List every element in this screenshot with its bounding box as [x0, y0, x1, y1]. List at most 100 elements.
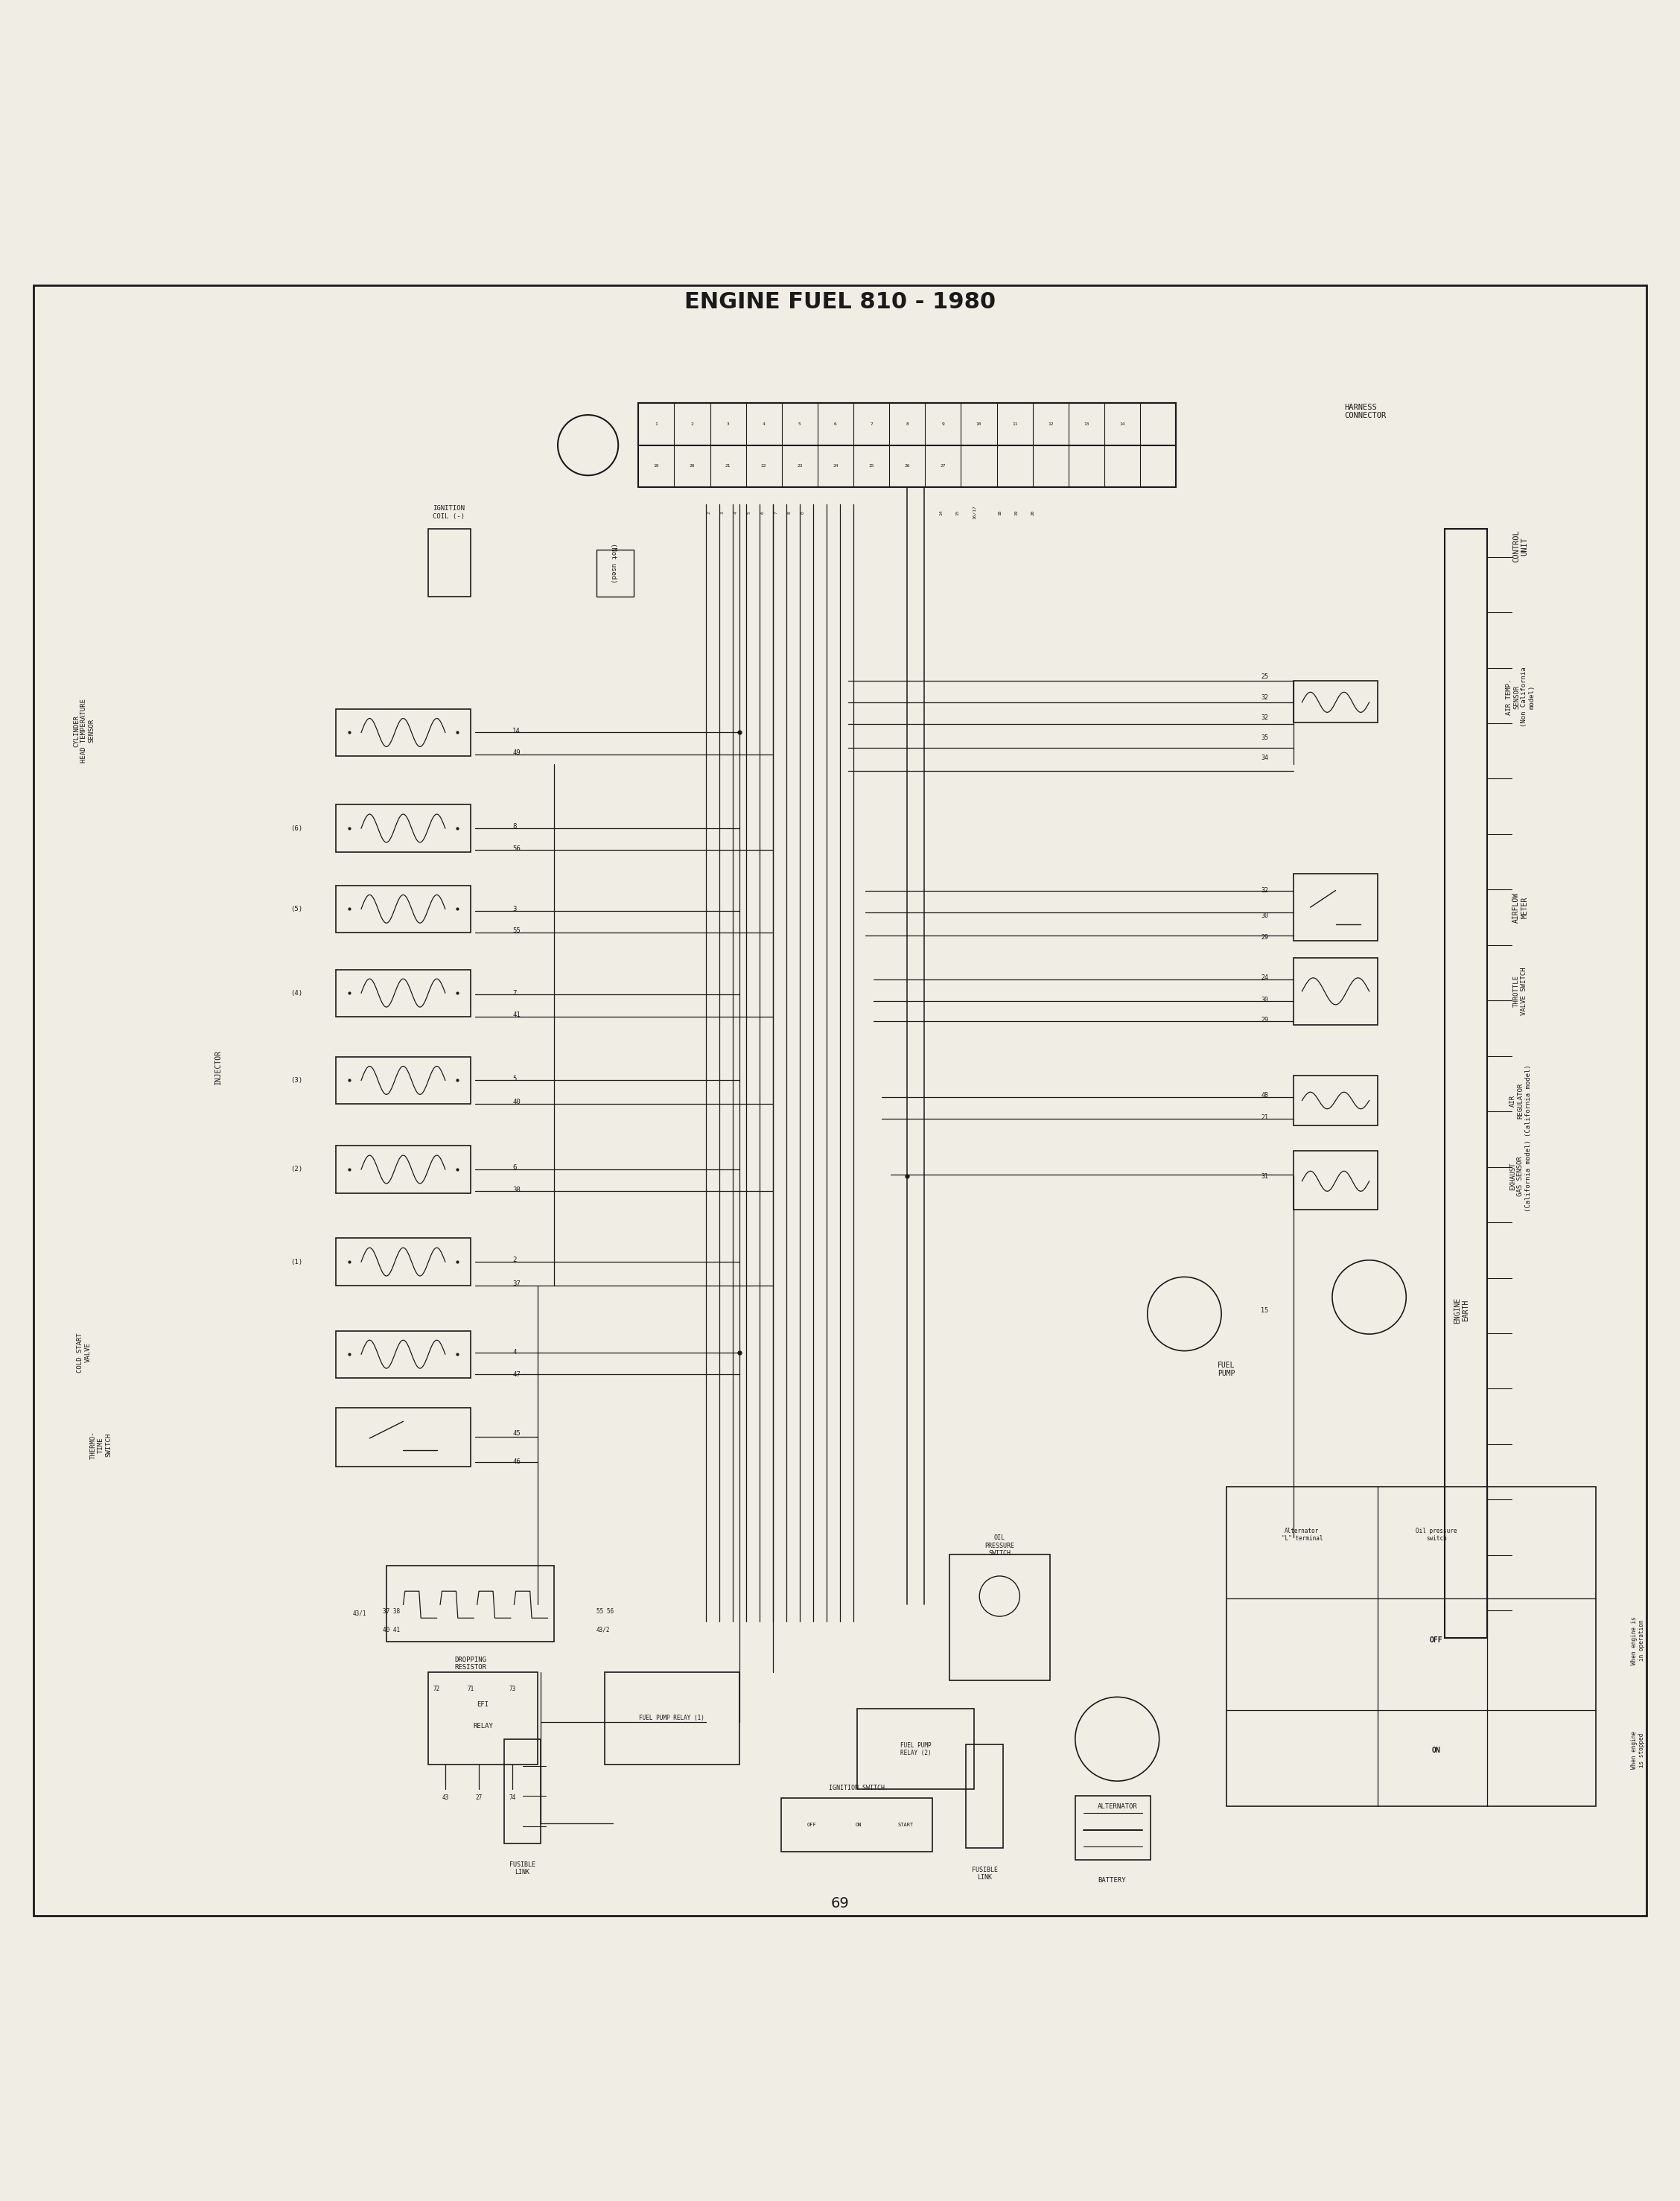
Text: 19: 19 — [654, 464, 659, 469]
Text: 47: 47 — [512, 1371, 521, 1378]
Text: HARNESS
CONNECTOR: HARNESS CONNECTOR — [1344, 403, 1386, 420]
Text: 37 38: 37 38 — [383, 1609, 400, 1616]
Text: 0: 0 — [801, 511, 805, 513]
Text: 38: 38 — [512, 1186, 521, 1193]
Text: 14: 14 — [512, 729, 521, 735]
Text: (2): (2) — [291, 1167, 302, 1173]
Text: 24: 24 — [1262, 975, 1268, 982]
Text: FUEL PUMP RELAY (1): FUEL PUMP RELAY (1) — [640, 1715, 704, 1721]
Text: 26: 26 — [904, 464, 911, 469]
Bar — [336, 1409, 470, 1466]
Text: 19: 19 — [1015, 511, 1018, 515]
Bar — [605, 1673, 739, 1765]
Text: 8: 8 — [512, 823, 516, 830]
Text: ENGINE
EARTH: ENGINE EARTH — [1453, 1296, 1470, 1323]
Bar — [1445, 528, 1487, 1638]
Text: (6): (6) — [291, 825, 302, 832]
Text: 34: 34 — [1262, 755, 1268, 762]
Text: 4: 4 — [512, 1349, 516, 1356]
Text: 35: 35 — [1262, 735, 1268, 742]
Text: When engine is
in operation: When engine is in operation — [1631, 1616, 1645, 1664]
Text: 20: 20 — [689, 464, 696, 469]
Bar — [857, 1708, 974, 1789]
Bar — [428, 1673, 538, 1765]
Text: 23: 23 — [796, 464, 803, 469]
Text: 20: 20 — [1032, 511, 1035, 515]
Text: DROPPING
RESISTOR: DROPPING RESISTOR — [454, 1655, 487, 1671]
Text: (1): (1) — [291, 1259, 302, 1266]
Text: AIRFLOW
METER: AIRFLOW METER — [1512, 891, 1529, 922]
Text: 55 56: 55 56 — [596, 1609, 613, 1616]
Text: START: START — [897, 1822, 914, 1827]
Text: CONTROL
UNIT: CONTROL UNIT — [1512, 530, 1529, 561]
Text: 29: 29 — [1262, 933, 1268, 940]
Text: 14: 14 — [1119, 423, 1126, 427]
Text: (3): (3) — [291, 1076, 302, 1083]
Text: 5: 5 — [512, 1076, 516, 1083]
Bar — [336, 806, 470, 852]
Text: 9: 9 — [942, 423, 944, 427]
Text: (4): (4) — [291, 990, 302, 997]
Text: 74: 74 — [509, 1794, 516, 1800]
Text: 5: 5 — [798, 423, 801, 427]
Text: 56: 56 — [512, 845, 521, 852]
Text: 16/17: 16/17 — [973, 506, 976, 519]
Bar — [336, 1239, 470, 1285]
Text: ENGINE FUEL 810 - 1980: ENGINE FUEL 810 - 1980 — [684, 291, 996, 313]
Text: 55: 55 — [512, 927, 521, 933]
Text: CYLINDER
HEAD TEMPERATURE
SENSOR: CYLINDER HEAD TEMPERATURE SENSOR — [72, 698, 96, 764]
Bar — [1294, 874, 1378, 940]
Text: 15: 15 — [1262, 1307, 1268, 1314]
Text: 24: 24 — [833, 464, 838, 469]
Text: 30: 30 — [1262, 911, 1268, 920]
Text: AIR
REGULATOR
(California model): AIR REGULATOR (California model) — [1509, 1065, 1532, 1136]
Bar — [1294, 1151, 1378, 1211]
Text: OIL
PRESSURE
SWITCH: OIL PRESSURE SWITCH — [984, 1534, 1015, 1556]
Text: 14: 14 — [939, 511, 942, 515]
Text: 13: 13 — [1084, 423, 1089, 427]
Bar — [336, 968, 470, 1017]
Text: 25: 25 — [869, 464, 874, 469]
Text: 3: 3 — [721, 511, 724, 513]
Text: 32: 32 — [1262, 713, 1268, 720]
Bar — [966, 1743, 1003, 1849]
Text: 18: 18 — [998, 511, 1001, 515]
Text: THROTTLE
VALVE SWITCH: THROTTLE VALVE SWITCH — [1514, 966, 1527, 1015]
Text: 31: 31 — [1262, 1173, 1268, 1180]
Text: 73: 73 — [509, 1686, 516, 1693]
Text: AIR TEMP.
SENSOR
(Non California
model): AIR TEMP. SENSOR (Non California model) — [1505, 667, 1536, 726]
Text: 5: 5 — [748, 511, 751, 513]
Text: 32: 32 — [1262, 693, 1268, 700]
Text: 29: 29 — [1262, 1017, 1268, 1023]
Text: EFI: EFI — [477, 1701, 489, 1708]
Text: 8: 8 — [906, 423, 909, 427]
Text: Alternator
"L" terminal: Alternator "L" terminal — [1282, 1527, 1322, 1543]
Text: 21: 21 — [726, 464, 731, 469]
Text: 4: 4 — [734, 511, 738, 513]
Text: 40: 40 — [512, 1098, 521, 1105]
Bar — [1226, 1488, 1596, 1807]
Text: 25: 25 — [1262, 674, 1268, 680]
Text: 11: 11 — [1011, 423, 1018, 427]
Text: RELAY: RELAY — [474, 1723, 492, 1730]
Text: THERMO-
TIME
SWITCH: THERMO- TIME SWITCH — [89, 1431, 113, 1459]
Bar — [336, 1332, 470, 1378]
Text: 2: 2 — [512, 1257, 516, 1263]
Circle shape — [558, 416, 618, 475]
Text: 7: 7 — [870, 423, 872, 427]
Bar — [596, 550, 633, 596]
Text: 2: 2 — [707, 511, 711, 513]
Bar — [336, 885, 470, 933]
Text: 43/1: 43/1 — [353, 1609, 366, 1616]
Text: 41: 41 — [512, 1012, 521, 1019]
Text: 43: 43 — [442, 1794, 449, 1800]
Circle shape — [1332, 1261, 1406, 1334]
Text: 12: 12 — [1048, 423, 1053, 427]
Text: 27: 27 — [941, 464, 946, 469]
Bar — [336, 1056, 470, 1105]
Text: 27: 27 — [475, 1794, 482, 1800]
Text: 30: 30 — [1262, 997, 1268, 1004]
Text: 43/2: 43/2 — [596, 1627, 610, 1633]
Text: FUEL
PUMP: FUEL PUMP — [1218, 1360, 1235, 1378]
Text: 49: 49 — [512, 748, 521, 755]
